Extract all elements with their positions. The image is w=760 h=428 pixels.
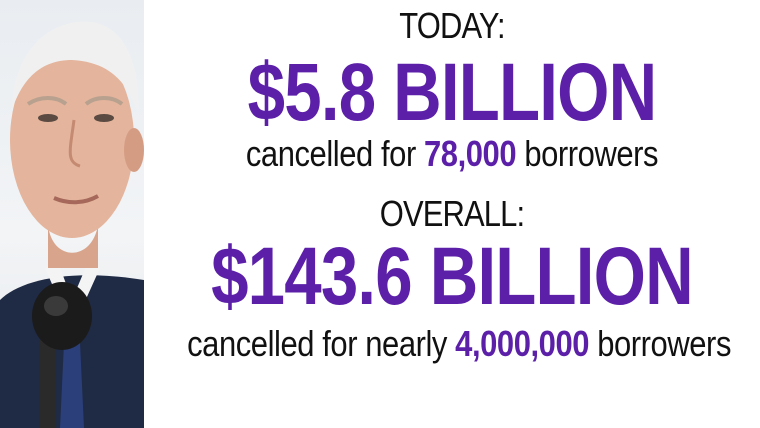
today-amount: $5.8 BILLION — [247, 47, 657, 138]
speaker-photo — [0, 0, 144, 428]
today-borrower-count: 78,000 — [424, 133, 517, 174]
person-at-microphone-photo-icon — [0, 21, 144, 428]
overall-suffix: borrowers — [597, 323, 732, 364]
today-heading: TODAY: — [399, 5, 505, 46]
overall-borrower-count: 4,000,000 — [455, 323, 590, 364]
today-prefix: cancelled for — [245, 133, 416, 174]
overall-amount: $143.6 BILLION — [211, 231, 694, 322]
overall-heading: OVERALL: — [379, 193, 525, 234]
today-suffix: borrowers — [524, 133, 659, 174]
overall-detail: cancelled for nearly 4,000,000 borrowers — [187, 323, 731, 364]
today-detail: cancelled for 78,000 borrowers — [187, 136, 717, 172]
overall-prefix: cancelled for nearly — [187, 323, 447, 364]
cancellation-summary: TODAY: $5.8 BILLION cancelled for 78,000… — [144, 0, 760, 428]
